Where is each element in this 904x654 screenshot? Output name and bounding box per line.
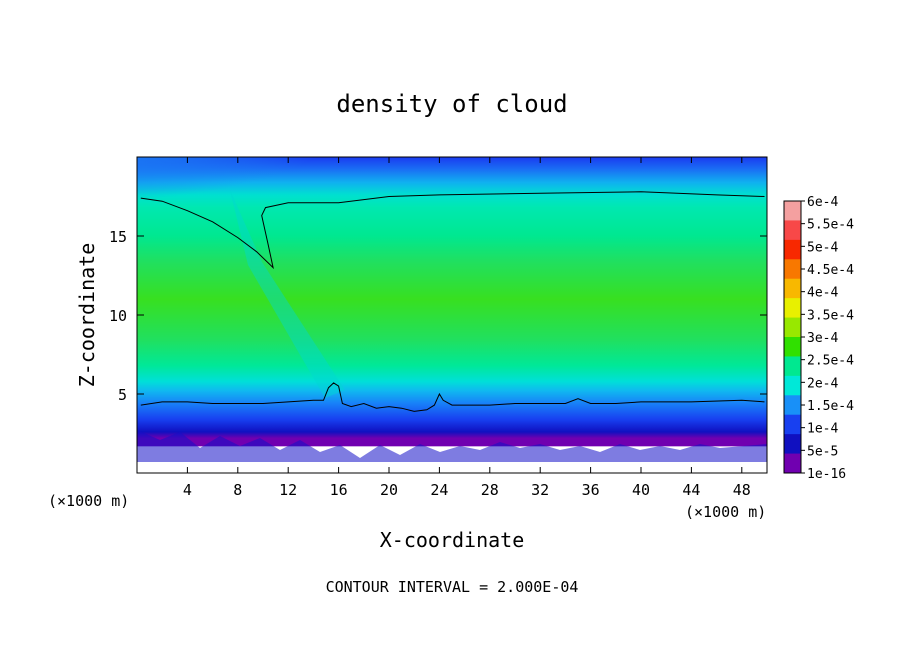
colorbar-swatch [784, 375, 801, 396]
heatmap-background [137, 157, 767, 473]
colorbar-label: 5e-4 [807, 240, 838, 255]
colorbar-swatch [784, 317, 801, 338]
colorbar-swatch [784, 453, 801, 474]
contour-lines [140, 191, 765, 412]
heatmap-field [137, 157, 767, 473]
colorbar-swatch [784, 337, 801, 357]
x-tick-label: 32 [531, 481, 549, 499]
chart-title: density of cloud [336, 90, 567, 118]
colorbar-swatch [784, 434, 801, 455]
colorbar-swatch [784, 278, 801, 299]
colorbar-label: 1e-16 [807, 467, 846, 482]
contour-line-1 [140, 191, 765, 270]
y-tick-label: 10 [109, 307, 127, 325]
colorbar-label: 4.5e-4 [807, 263, 854, 278]
upper-left-low-density-region [137, 157, 340, 212]
colorbar-label: 5e-5 [807, 444, 838, 459]
x-tick-label: 12 [279, 481, 297, 499]
x-tick-label: 24 [430, 481, 448, 499]
colorbar-swatch [784, 298, 801, 319]
contour-interval-note: CONTOUR INTERVAL = 2.000E-04 [326, 578, 579, 596]
colorbar-swatch [784, 239, 801, 260]
x-tick-label: 8 [233, 481, 242, 499]
x-tick-label: 16 [330, 481, 348, 499]
y-tick-label: 15 [109, 228, 127, 246]
near-surface-turbulence [137, 430, 767, 462]
descending-plume [230, 190, 345, 398]
colorbar: 6e-4 5.5e-4 5e-4 4.5e-4 4e-4 3.5e-4 3e-4 2.5e-4… [783, 195, 854, 482]
colorbar-label: 2.5e-4 [807, 354, 854, 369]
colorbar-label: 2e-4 [807, 376, 838, 391]
colorbar-label: 5.5e-4 [807, 218, 854, 233]
colorbar-swatch [784, 356, 801, 377]
x-tick-label: 4 [183, 481, 192, 499]
colorbar-swatch [784, 201, 801, 221]
colorbar-label: 1.5e-4 [807, 399, 854, 414]
colorbar-label: 1e-4 [807, 422, 838, 437]
colorbar-label: 6e-4 [807, 195, 838, 210]
colorbar-label: 4e-4 [807, 286, 838, 301]
x-tick-label: 48 [733, 481, 751, 499]
colorbar-swatch [784, 220, 801, 241]
colorbar-swatch [784, 395, 801, 416]
colorbar-swatch [784, 414, 801, 435]
x-tick-label: 28 [481, 481, 499, 499]
x-axis-label: X-coordinate [380, 528, 525, 552]
y-tick-label: 5 [118, 386, 127, 404]
x-tick-label: 36 [582, 481, 600, 499]
x-axis-ticks: 4 8 12 16 20 24 28 32 36 40 44 48 [183, 157, 751, 499]
x-tick-label: 44 [682, 481, 700, 499]
colorbar-label: 3e-4 [807, 331, 838, 346]
y-axis-ticks: 5 10 15 [109, 228, 767, 404]
contour-line-2 [140, 382, 765, 412]
x-unit-left: (×1000 m) [48, 492, 129, 510]
y-axis-label: Z-coordinate [75, 243, 99, 388]
colorbar-swatch [784, 259, 801, 280]
x-tick-label: 40 [632, 481, 650, 499]
x-tick-label: 20 [380, 481, 398, 499]
colorbar-label: 3.5e-4 [807, 308, 854, 323]
x-unit-right: (×1000 m) [685, 503, 766, 521]
